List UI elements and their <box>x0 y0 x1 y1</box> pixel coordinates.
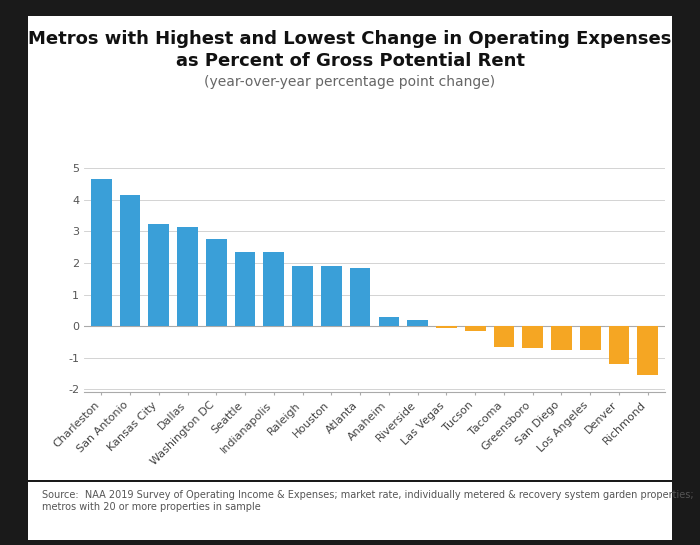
Text: as Percent of Gross Potential Rent: as Percent of Gross Potential Rent <box>176 52 524 70</box>
Bar <box>206 239 227 326</box>
Bar <box>263 252 284 326</box>
Text: (year-over-year percentage point change): (year-over-year percentage point change) <box>204 75 496 89</box>
Bar <box>148 223 169 326</box>
Bar <box>436 326 457 328</box>
Bar <box>638 326 658 375</box>
Bar <box>234 252 255 326</box>
Bar <box>407 320 428 326</box>
Bar <box>91 179 111 326</box>
Bar <box>551 326 572 350</box>
Bar <box>608 326 629 364</box>
Bar <box>522 326 543 348</box>
Text: Metros with Highest and Lowest Change in Operating Expenses: Metros with Highest and Lowest Change in… <box>28 30 672 48</box>
Bar <box>120 195 141 326</box>
Bar <box>580 326 601 350</box>
Text: Source:  NAA 2019 Survey of Operating Income & Expenses; market rate, individual: Source: NAA 2019 Survey of Operating Inc… <box>42 490 694 512</box>
Bar <box>494 326 514 347</box>
Bar <box>465 326 486 331</box>
Bar <box>321 266 342 326</box>
Bar <box>177 227 198 326</box>
Bar <box>350 268 370 326</box>
Bar <box>292 266 313 326</box>
Bar <box>379 317 399 326</box>
